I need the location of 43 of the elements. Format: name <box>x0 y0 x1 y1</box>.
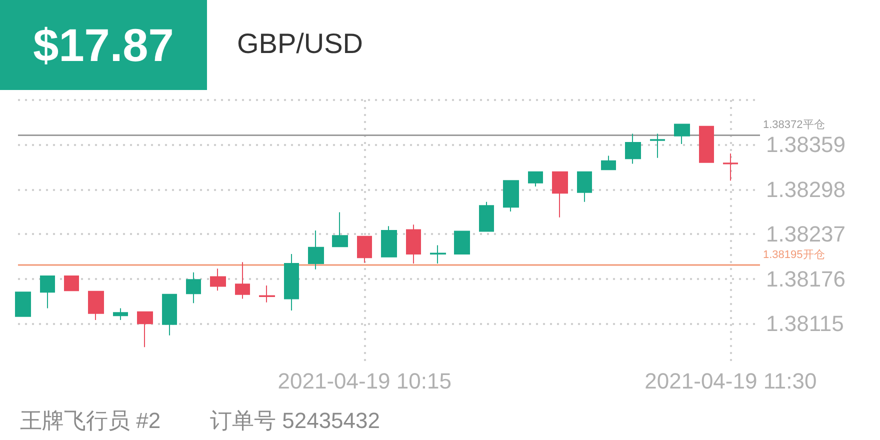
candlestick <box>308 230 324 270</box>
candlestick <box>674 124 690 144</box>
candlestick <box>601 155 616 170</box>
ref-line-label: 1.38372平仓 <box>763 119 825 132</box>
candlestick <box>137 311 153 348</box>
candlestick <box>235 262 250 300</box>
candlestick <box>699 126 714 163</box>
candlestick <box>552 171 568 218</box>
candlestick <box>210 268 226 292</box>
candlestick <box>723 153 738 182</box>
x-tick-label: 2021-04-19 10:15 <box>278 368 452 394</box>
chart-title: GBP/USD <box>237 28 364 60</box>
candlestick <box>430 244 446 264</box>
candlestick <box>528 171 543 188</box>
candlestick <box>64 276 79 292</box>
candlestick <box>454 230 470 254</box>
candlestick <box>113 308 128 320</box>
candlestick <box>479 201 494 232</box>
y-tick-label: 1.38115 <box>766 311 844 336</box>
y-tick-label: 1.38176 <box>766 266 846 292</box>
candlestick <box>381 226 397 258</box>
candlestick <box>259 285 275 303</box>
x-tick-label: 2021-04-19 11:30 <box>644 368 817 394</box>
text: 王牌飞行员 #2 <box>20 407 161 435</box>
candlestick <box>650 133 665 158</box>
candlestick <box>406 224 421 264</box>
candlestick <box>357 236 372 264</box>
candlestick <box>577 171 592 202</box>
candlestick <box>186 272 201 304</box>
candlestick <box>15 292 31 317</box>
candlestick <box>332 212 348 248</box>
y-tick-label: 1.38237 <box>766 222 846 247</box>
y-tick-label: 1.38298 <box>766 176 846 202</box>
candlestick <box>88 290 104 320</box>
candlestick <box>625 133 641 164</box>
candlestick <box>503 180 519 212</box>
candlestick <box>162 294 177 336</box>
text: 订单号 52435432 <box>210 407 380 435</box>
candlestick <box>284 254 299 311</box>
y-tick-label: 1.38359 <box>766 132 846 158</box>
ref-line-label: 1.38195开仓 <box>763 249 825 261</box>
candlestick <box>40 276 55 309</box>
text: $17.87 <box>0 0 207 90</box>
